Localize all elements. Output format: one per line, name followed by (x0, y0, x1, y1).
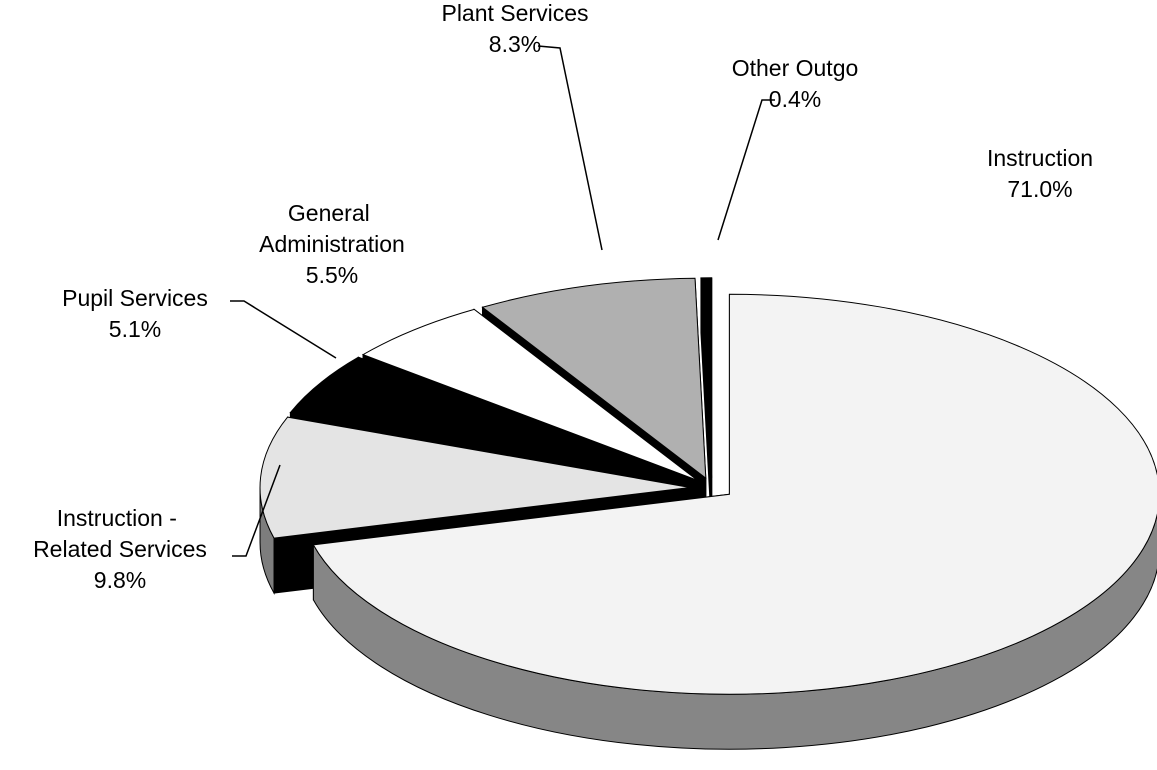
data-label: Plant Services (441, 0, 588, 26)
leader-line (537, 45, 603, 251)
leader-line (230, 300, 337, 359)
slice-top (481, 277, 707, 480)
data-value-label: 0.4% (769, 86, 821, 112)
slice (312, 293, 1157, 750)
data-value-label: 8.3% (489, 31, 541, 57)
slice-top (361, 308, 698, 481)
slice-top (312, 293, 1157, 695)
data-label: Instruction - Related Services (33, 505, 207, 562)
slice-top (289, 356, 694, 484)
data-value-label: 9.8% (94, 567, 146, 593)
leader-line (232, 464, 281, 557)
data-label: Instruction (987, 145, 1093, 171)
data-value-label: 5.1% (109, 316, 161, 342)
data-label: Pupil Services (62, 285, 208, 311)
slice (700, 277, 713, 533)
slice-top (700, 277, 713, 478)
data-value-label: 71.0% (1007, 176, 1072, 202)
leader-line (717, 99, 775, 241)
slice-top (259, 416, 691, 539)
data-label: General Administration (259, 200, 405, 257)
data-label: Other Outgo (732, 55, 859, 81)
data-value-label: 5.5% (306, 262, 358, 288)
